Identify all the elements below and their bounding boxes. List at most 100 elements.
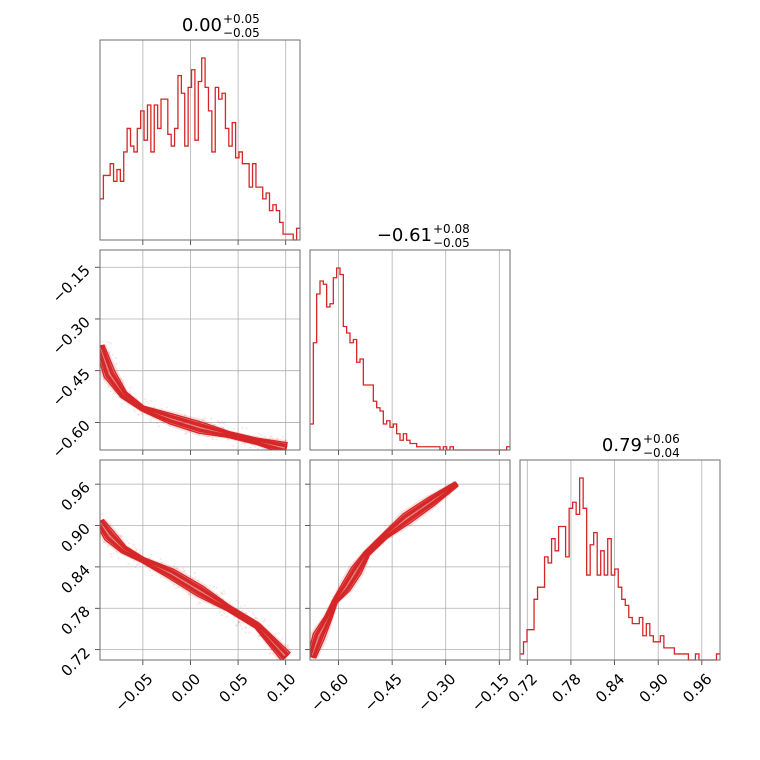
sample-point — [150, 553, 153, 556]
contour-panel-2-1: −0.15 −0.30 −0.45 −0.60 — [49, 249, 301, 462]
sample-point — [258, 634, 261, 637]
sample-point — [226, 615, 229, 618]
sample-point — [283, 455, 285, 457]
sample-point — [153, 406, 156, 409]
sample-point — [218, 594, 221, 597]
sample-point — [286, 643, 289, 646]
sample-point — [95, 523, 97, 525]
sample-point — [239, 624, 242, 627]
sample-point — [232, 444, 235, 447]
density-layer — [90, 512, 293, 660]
sample-point — [212, 604, 215, 607]
sample-point — [317, 636, 320, 639]
sample-point — [90, 526, 92, 528]
sample-point — [165, 406, 168, 409]
sample-point — [208, 584, 211, 587]
sample-point — [150, 417, 153, 420]
sample-point — [244, 443, 247, 446]
sample-point — [149, 420, 152, 423]
sample-point — [134, 565, 137, 568]
sample-point — [256, 617, 259, 620]
sample-point — [143, 403, 146, 406]
sample-point — [107, 386, 110, 389]
sample-point — [116, 552, 119, 555]
sample-point — [135, 548, 138, 551]
sample-point — [233, 427, 236, 430]
sample-point — [208, 435, 211, 438]
sample-point — [107, 351, 110, 354]
title-plus-error: +0.08 — [433, 222, 470, 236]
x-tick-label: −0.05 — [111, 670, 156, 715]
sample-point — [149, 399, 152, 402]
sample-point — [183, 569, 186, 572]
sample-point — [240, 627, 243, 630]
sample-point — [260, 434, 263, 437]
sample-point — [331, 595, 334, 598]
x-tick-label: −0.60 — [307, 670, 352, 715]
sample-point — [112, 392, 115, 395]
sample-point — [223, 612, 226, 615]
sample-point — [185, 432, 188, 435]
sample-point — [129, 386, 132, 389]
sample-point — [137, 551, 140, 554]
sample-point — [256, 435, 259, 438]
sample-point — [264, 435, 267, 438]
sample-point — [229, 601, 232, 604]
sample-point — [270, 435, 273, 438]
panel-frame — [99, 39, 301, 241]
sample-point — [119, 378, 122, 381]
sample-point — [244, 627, 247, 630]
sample-point — [265, 451, 267, 453]
sample-point — [109, 342, 112, 345]
sample-point — [263, 620, 266, 623]
histogram-panel-3-3: 0.72 0.78 0.84 0.90 0.96 0.79 +0.06−0.04 — [505, 432, 721, 706]
contour-level-3 — [310, 481, 459, 659]
x-tick-label: −0.30 — [414, 670, 459, 715]
sample-point — [251, 444, 254, 447]
sample-point — [107, 533, 110, 536]
sample-point — [243, 442, 246, 445]
sample-point — [241, 426, 244, 429]
x-tick-label: 0.10 — [263, 670, 299, 706]
sample-point — [133, 410, 136, 413]
sample-point — [110, 555, 113, 558]
sample-point — [97, 366, 99, 368]
sample-point — [140, 412, 143, 415]
sample-point — [220, 426, 223, 429]
sample-point — [203, 419, 206, 422]
sample-point — [160, 561, 163, 564]
sample-point — [147, 401, 150, 404]
sample-point — [269, 435, 272, 438]
sample-point — [220, 592, 223, 595]
sample-point — [139, 549, 142, 552]
x-tick-label: 0.90 — [636, 670, 672, 706]
sample-point — [244, 626, 247, 629]
sample-point — [244, 631, 247, 634]
density-layer — [310, 480, 459, 659]
sample-point — [235, 624, 238, 627]
sample-point — [94, 358, 96, 360]
sample-point — [196, 603, 199, 606]
sample-point — [111, 353, 114, 356]
sample-point — [135, 397, 138, 400]
sample-point — [267, 624, 270, 627]
sample-point — [118, 535, 121, 538]
x-tick-label: 0.72 — [505, 670, 541, 706]
sample-point — [137, 563, 140, 566]
sample-point — [159, 576, 162, 579]
title-value: 0.00 — [182, 15, 222, 36]
sample-point — [107, 545, 110, 548]
contour-level-3 — [100, 344, 288, 450]
sample-point — [268, 437, 271, 440]
sample-point — [191, 577, 194, 580]
sample-point — [97, 352, 99, 354]
sample-point — [223, 592, 226, 595]
sample-point — [132, 559, 135, 562]
contour-level-3 — [100, 519, 289, 660]
sample-point — [226, 438, 229, 441]
x-tick-label: 0.84 — [592, 670, 628, 706]
panel-background — [100, 40, 300, 240]
panel-title: 0.79 +0.06−0.04 — [602, 432, 680, 460]
x-tick-label: 0.78 — [548, 670, 584, 706]
sample-point — [241, 621, 244, 624]
